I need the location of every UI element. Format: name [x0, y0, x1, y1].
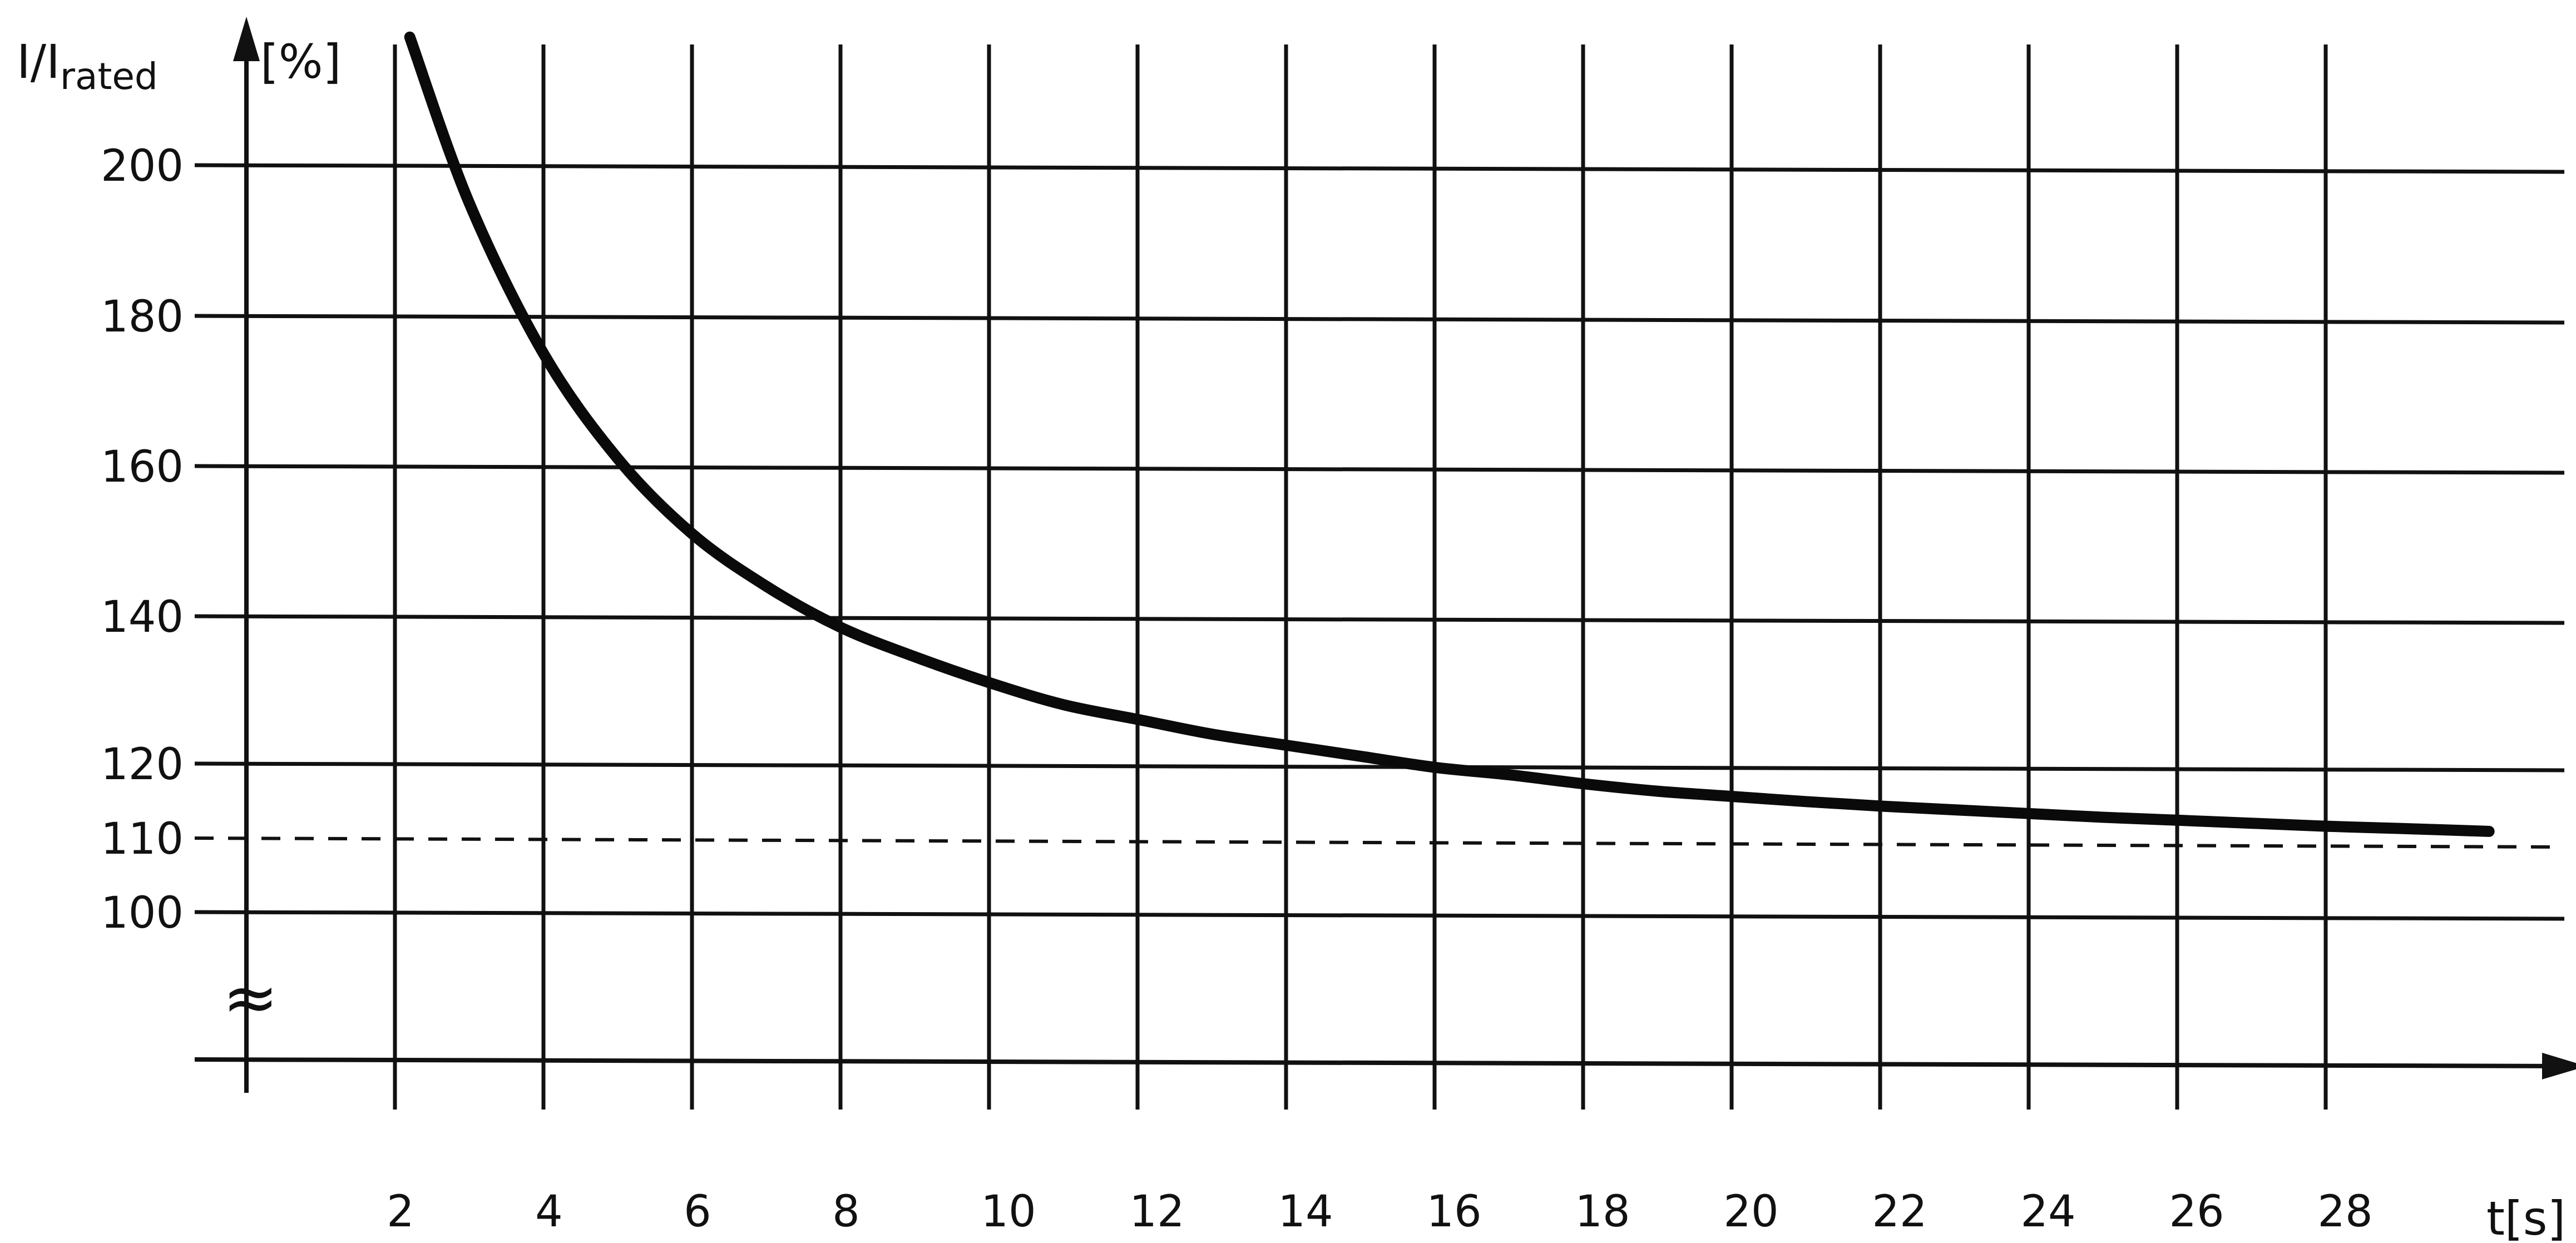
x-tick-label-6: 6	[684, 1187, 711, 1237]
y-grid-line-120	[194, 761, 2565, 772]
x-tick-label-10: 10	[981, 1187, 1036, 1237]
x-tick-label-26: 26	[2169, 1187, 2224, 1237]
axes	[194, 17, 2576, 1093]
y-axis-title-sub: rated	[60, 55, 158, 98]
x-tick-label-28: 28	[2317, 1187, 2372, 1237]
y-tick-label-160: 160	[101, 442, 184, 492]
x-tick-label-12: 12	[1129, 1187, 1184, 1237]
series-group	[404, 31, 2495, 837]
x-tick-labels: 2 4 6 8 10 12 14 16 18 20 22 24 26 28	[387, 1187, 2372, 1237]
y-grid-line-180	[194, 314, 2565, 325]
x-axis-title: t[s]	[2486, 1191, 2565, 1243]
reference-line-110	[194, 836, 2565, 849]
x-tick-label-16: 16	[1426, 1187, 1481, 1237]
x-tick-label-14: 14	[1278, 1187, 1333, 1237]
series-line-0	[404, 31, 2495, 837]
x-tick-label-24: 24	[2020, 1187, 2075, 1237]
x-tick-label-18: 18	[1575, 1187, 1630, 1237]
y-tick-label-180: 180	[101, 292, 184, 342]
y-grid-line-200	[194, 163, 2565, 174]
x-tick-label-8: 8	[832, 1187, 860, 1237]
y-axis-title: I/Irated	[17, 34, 158, 98]
y-axis-break-mark: ≈	[223, 959, 279, 1037]
y-tick-labels: 100 110 120 140 160 180 200	[101, 141, 184, 938]
y-tick-label-110: 110	[101, 814, 184, 864]
y-grid-line-160	[194, 464, 2565, 475]
x-tick-label-4: 4	[535, 1187, 563, 1237]
y-grid-line-140	[194, 614, 2565, 625]
y-tick-label-200: 200	[101, 141, 184, 191]
y-tick-label-140: 140	[101, 592, 184, 642]
x-axis-line	[194, 1052, 2576, 1079]
y-axis-title-main: I/I	[17, 34, 60, 89]
reference-line-group	[194, 836, 2565, 849]
y-axis-unit: [%]	[260, 34, 341, 89]
grid	[194, 44, 2565, 1110]
y-tick-label-100: 100	[101, 888, 184, 938]
x-tick-label-22: 22	[1872, 1187, 1927, 1237]
y-grid-line-100	[194, 910, 2565, 921]
x-tick-label-20: 20	[1723, 1187, 1778, 1237]
x-tick-label-2: 2	[387, 1187, 414, 1237]
y-tick-label-120: 120	[101, 740, 184, 790]
